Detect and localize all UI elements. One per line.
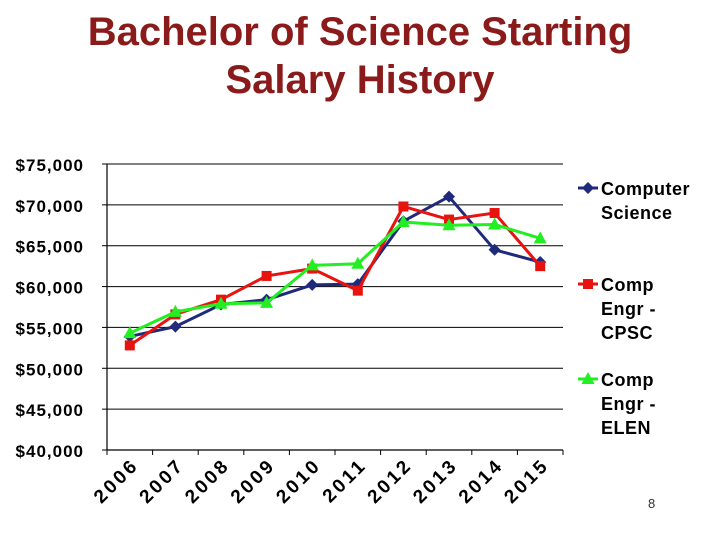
x-tick-label: 2009 [227,455,280,508]
legend-label: Comp [601,275,654,295]
y-tick-label: $45,000 [16,401,84,420]
title-line-2: Salary History [225,58,495,102]
y-tick-label: $55,000 [16,319,84,338]
legend-label: Science [601,203,673,223]
x-tick-label: 2015 [501,455,554,508]
x-tick-label: 2008 [181,455,234,508]
data-point-s0-8 [488,243,501,256]
legend-label: Comp [601,370,654,390]
legend-marker-1 [583,279,593,289]
y-tick-label: $60,000 [16,279,84,298]
data-point-s1-8 [489,208,500,219]
data-point-s2-6 [396,215,410,228]
data-point-s2-0 [123,326,137,339]
data-point-s2-4 [305,258,319,271]
legend-label: CPSC [601,323,653,343]
data-point-s2-5 [351,256,365,269]
data-point-s2-1 [168,304,182,317]
data-point-s0-7 [443,190,455,203]
x-tick-label: 2012 [364,455,417,508]
y-tick-label: $65,000 [16,238,84,257]
x-tick-label: 2011 [319,455,371,507]
legend-label: Engr - [601,299,656,319]
data-point-s0-1 [169,320,182,333]
data-point-s2-2 [214,296,228,309]
series-line-2 [129,220,541,335]
data-point-s2-3 [260,295,274,308]
x-tick-label: 2006 [90,455,143,508]
y-tick-label: $75,000 [16,156,84,175]
y-tick-label: $40,000 [16,442,84,461]
legend-marker-0 [582,182,594,194]
page-number: 8 [648,496,656,511]
data-point-s0-4 [306,278,319,291]
y-tick-label: $70,000 [16,197,84,216]
x-tick-label: 2014 [455,455,508,508]
legend-label: Engr - [601,394,656,414]
series-line-1 [128,204,542,347]
data-point-s2-8 [488,217,502,230]
data-point-s1-5 [352,285,363,296]
data-point-s1-0 [124,340,135,351]
data-point-s1-9 [535,261,546,272]
legend-marker-2 [581,372,595,384]
x-tick-label: 2010 [273,455,326,508]
series-line-0 [129,195,541,338]
slide-title: Bachelor of Science Starting Salary Hist… [0,8,720,104]
title-line-1: Bachelor of Science Starting [87,10,633,54]
y-tick-label: $50,000 [16,360,84,379]
x-tick-label: 2007 [136,455,189,508]
data-point-s1-3 [261,270,272,281]
data-point-s2-9 [533,231,547,244]
legend-label: Computer [601,179,690,199]
x-tick-label: 2013 [409,455,462,508]
legend-label: ELEN [601,418,651,438]
data-point-s2-7 [442,218,456,231]
data-point-s1-6 [398,201,409,212]
